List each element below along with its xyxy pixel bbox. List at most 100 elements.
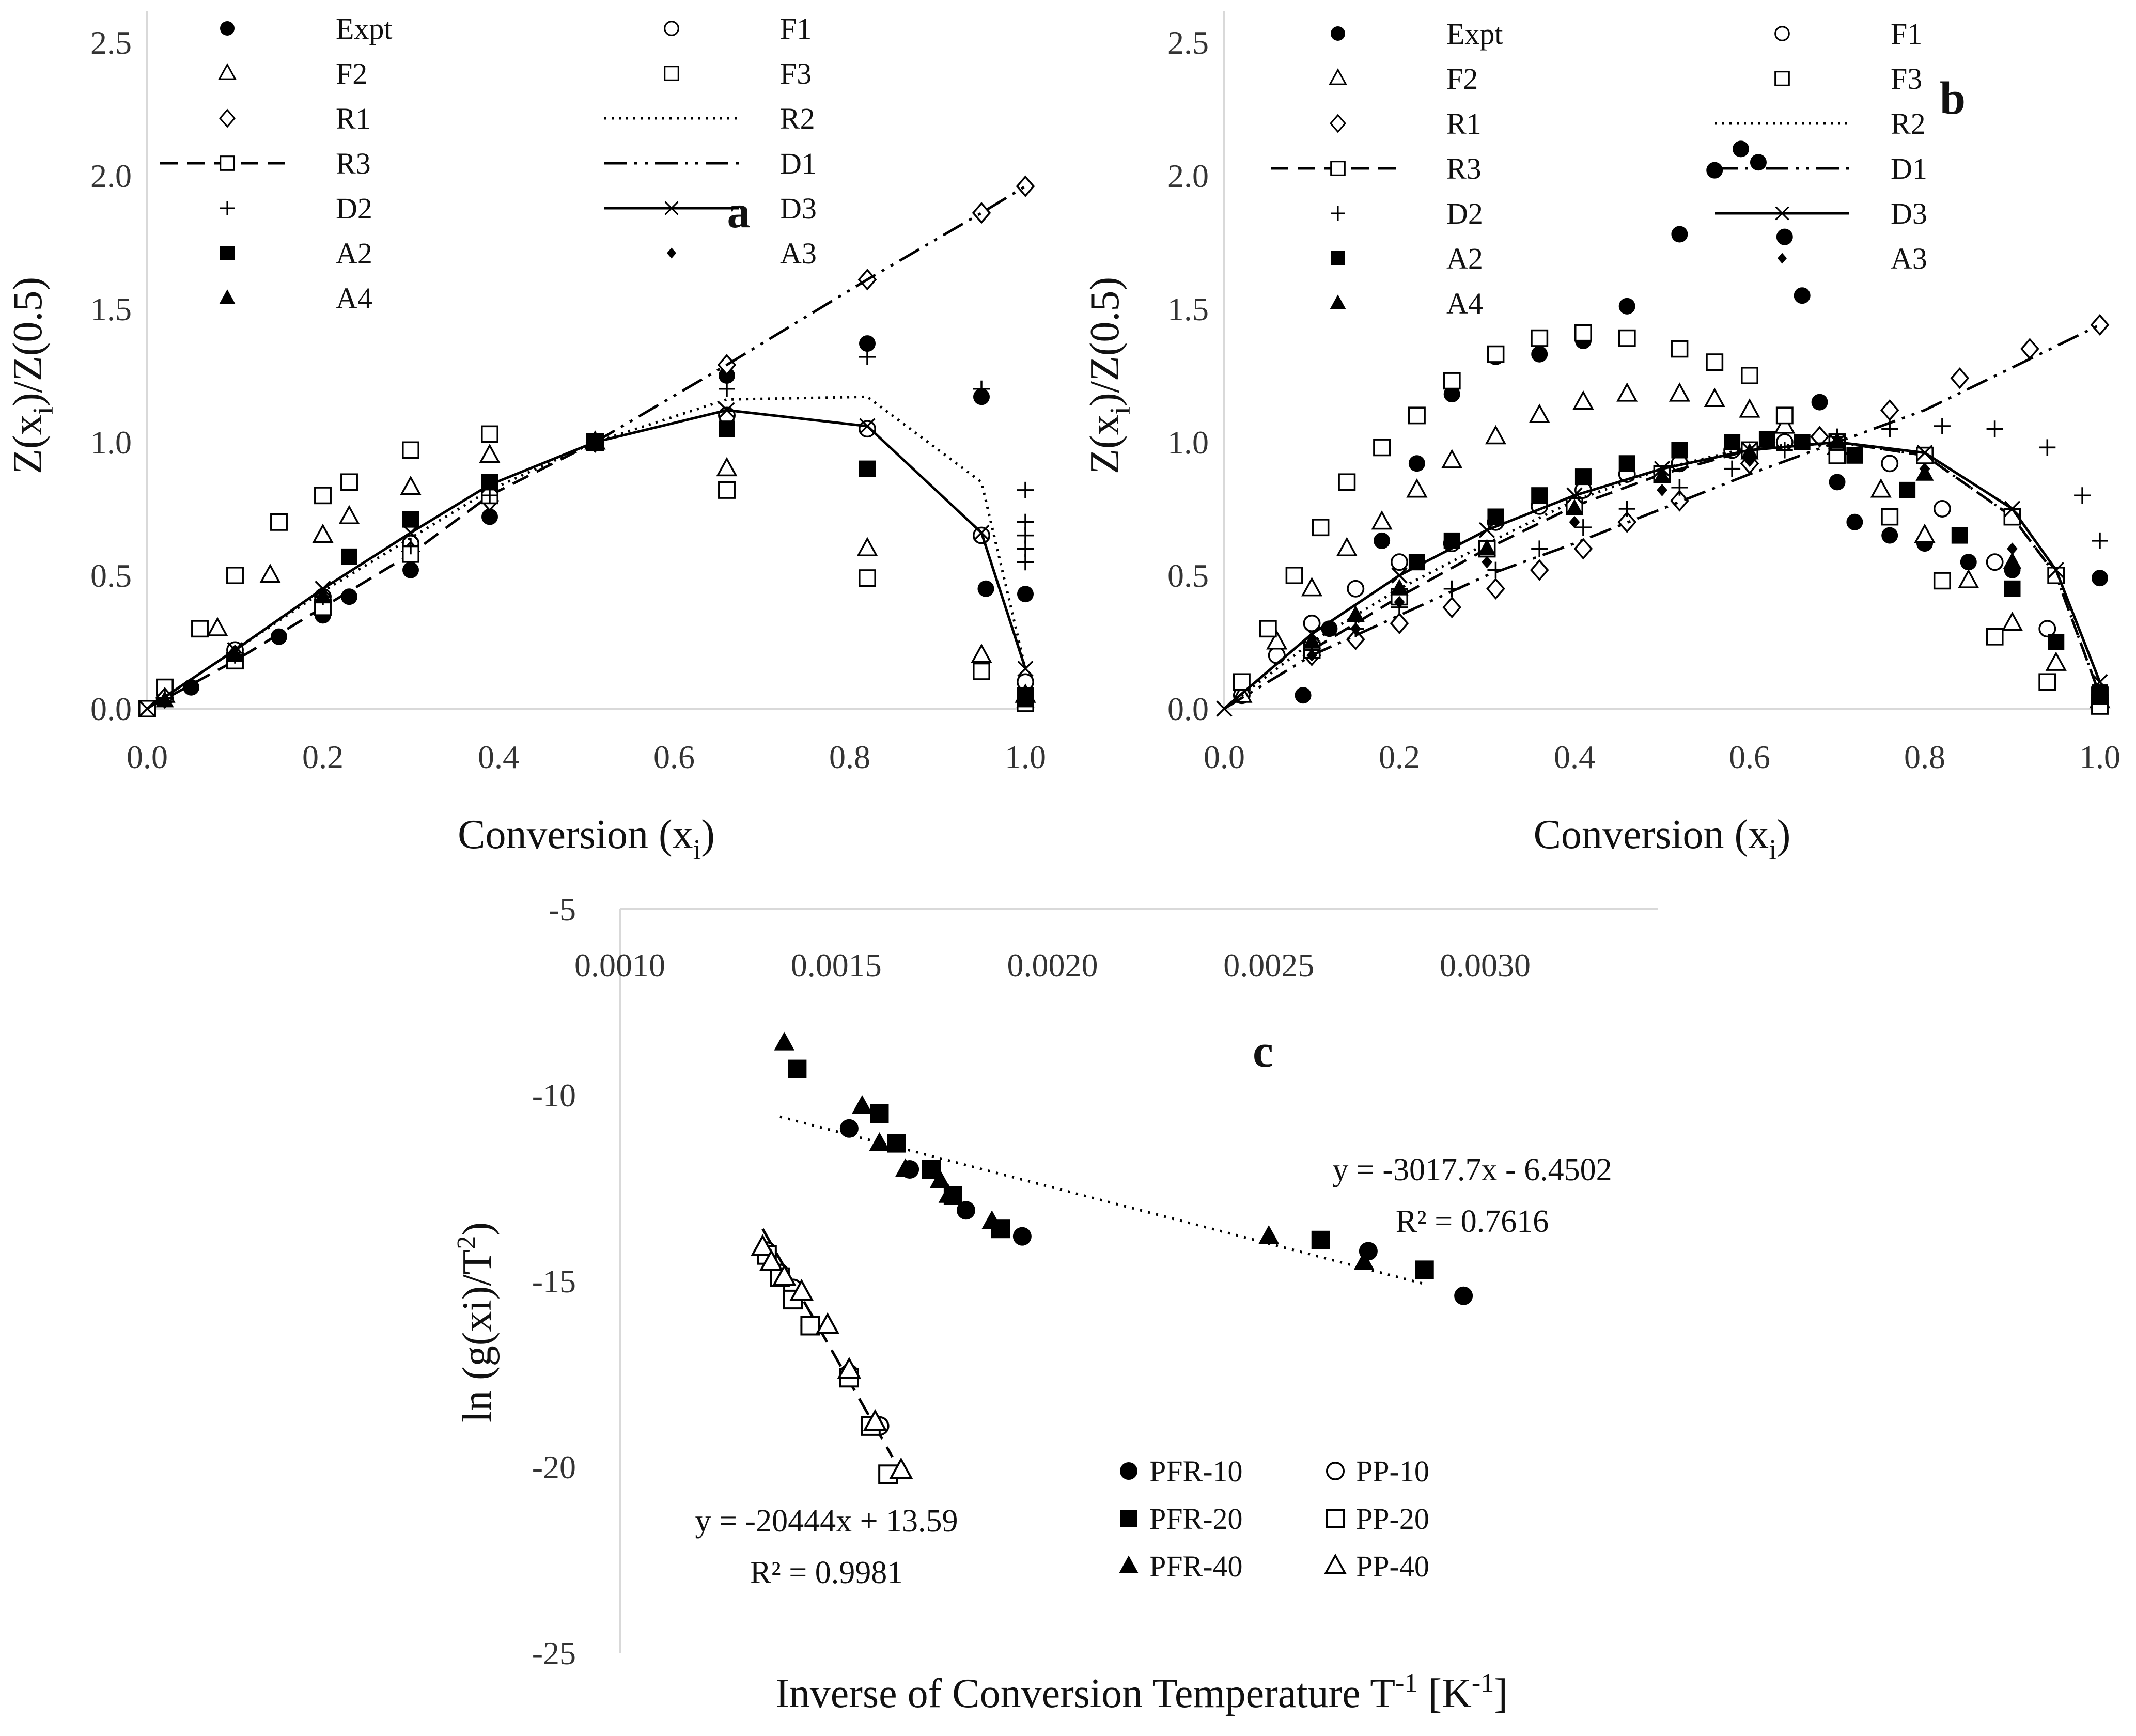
x-tick-label: 0.8 [1904, 739, 1945, 775]
series-line-d1 [1223, 323, 2101, 710]
data-point-expt [1846, 513, 1863, 530]
legend-label-d2: D2 [336, 192, 372, 225]
data-point-d2 [1934, 418, 1951, 435]
data-point-d2 [1618, 501, 1635, 517]
data-point-f2 [856, 537, 878, 556]
panel-c-chart: 0.0010 0.0015 0.0020 0.0025 0.0030 -5 -10 -15 -2… [452, 891, 1658, 1716]
x-axis-title-sup: -1 [1395, 1668, 1417, 1698]
y-tick-label: 2.0 [1167, 158, 1209, 194]
series-d1 [594, 185, 1026, 444]
series-line-r3 [146, 441, 596, 710]
data-point-r1 [1670, 490, 1689, 512]
data-point-a3 [1482, 556, 1492, 569]
data-point-f2 [1870, 478, 1892, 498]
legend-sample-f1-marker [1774, 26, 1790, 41]
x-tick-label: 1.0 [1005, 739, 1046, 775]
data-point-f1 [2038, 620, 2056, 638]
data-point-a2 [2048, 634, 2065, 650]
data-point-pfr-20 [788, 1059, 807, 1078]
data-point-expt [2092, 570, 2108, 587]
data-point-expt [1881, 527, 1898, 544]
data-point-d2 [1443, 580, 1460, 597]
data-point-d3 [859, 418, 876, 434]
panel-label: a [727, 186, 751, 238]
y-tick-label: -20 [532, 1449, 576, 1485]
data-point-d2 [719, 380, 735, 397]
data-point-r1 [1346, 628, 1365, 650]
legend-sample-expt-marker [1331, 26, 1345, 41]
data-point-r1 [1880, 399, 1899, 421]
data-point-d2 [1776, 442, 1793, 459]
data-point-pp-40 [789, 1278, 814, 1301]
legend-label-a2: A2 [1446, 242, 1483, 275]
legend-label-r2: R2 [780, 102, 815, 135]
series-f2 [1231, 382, 2111, 709]
legend-label-a4: A4 [336, 281, 372, 315]
data-point-d2 [2074, 487, 2091, 504]
data-point-d3 [1566, 487, 1583, 504]
trendline-r-squared: R² = 0.7616 [1396, 1204, 1549, 1239]
data-point-a2 [1846, 447, 1863, 464]
data-point-a2 [1443, 532, 1460, 549]
data-point-f2 [1301, 576, 1323, 597]
data-point-f2 [1774, 414, 1796, 434]
data-point-d2 [973, 380, 990, 397]
legend-sample-f3-marker [1774, 71, 1790, 86]
y-axis-title-sub: i [1104, 406, 1136, 415]
legend-label-d3: D3 [780, 192, 817, 225]
x-axis-title-end: ) [701, 812, 715, 857]
data-point-pfr-40 [929, 1169, 950, 1188]
data-point-f3 [1408, 406, 1426, 425]
data-point-f2 [1704, 387, 1725, 407]
data-point-d3 [973, 524, 990, 541]
legend-label-r3: R3 [1446, 152, 1482, 185]
x-tick-label: 0.0015 [791, 947, 882, 983]
data-point-expt [1531, 346, 1548, 363]
data-point-f3 [1881, 508, 1899, 526]
series-a4 [1302, 432, 2109, 705]
legend-sample-r3-marker [1330, 161, 1346, 176]
legend-label-a4: A4 [1446, 287, 1483, 320]
data-point-f2 [2001, 612, 2023, 631]
data-point-d3 [1916, 444, 1933, 461]
data-point-pp-40 [863, 1409, 887, 1431]
data-point-d3 [719, 402, 735, 418]
x-tick-label: 0.2 [302, 739, 344, 775]
x-tick-label: 0.0 [127, 739, 168, 775]
data-point-pp-40 [815, 1312, 840, 1334]
y-axis-title: Z(xi)/Z(0.5) [5, 277, 59, 474]
data-point-f2 [312, 523, 334, 543]
data-point-f3 [1671, 340, 1689, 358]
data-point-f3 [1933, 572, 1951, 590]
data-point-pp-40 [751, 1234, 775, 1256]
data-point-pfr-40 [852, 1095, 872, 1114]
data-point-f2 [1572, 390, 1594, 410]
y-tick-label: 1.0 [90, 424, 132, 461]
data-point-pp-40 [772, 1264, 797, 1286]
data-point-pfr-40 [1353, 1251, 1375, 1270]
data-point-a2 [1758, 431, 1775, 448]
trendline-0 [779, 1115, 1425, 1286]
data-point-a2 [341, 548, 357, 565]
data-point-r1 [1950, 367, 1970, 389]
x-tick-label: 0.0 [1204, 739, 1245, 775]
data-point-f3 [859, 569, 876, 587]
data-point-f1 [1881, 455, 1899, 473]
data-point-a4 [2091, 688, 2109, 705]
data-point-a3 [1306, 649, 1317, 662]
legend-sample-r1-marker [219, 108, 236, 128]
data-point-a2 [1487, 508, 1504, 525]
data-point-d2 [859, 348, 876, 365]
data-point-expt [1295, 687, 1312, 704]
legend-marker-pp-40 [1324, 1553, 1347, 1574]
data-point-r1 [2090, 314, 2110, 336]
data-point-f1 [1303, 614, 1321, 632]
legend-label-expt: Expt [336, 12, 393, 45]
legend-sample-d3-marker [1775, 206, 1789, 221]
legend-label-pfr-20: PFR-20 [1149, 1502, 1243, 1536]
data-point-f3 [1706, 353, 1724, 371]
x-axis-title: Inverse of Conversion Temperature T-1 [K… [775, 1668, 1508, 1716]
data-point-f2 [1669, 382, 1690, 402]
series-r2 [1223, 441, 2101, 710]
data-point-r1 [1486, 577, 1505, 600]
